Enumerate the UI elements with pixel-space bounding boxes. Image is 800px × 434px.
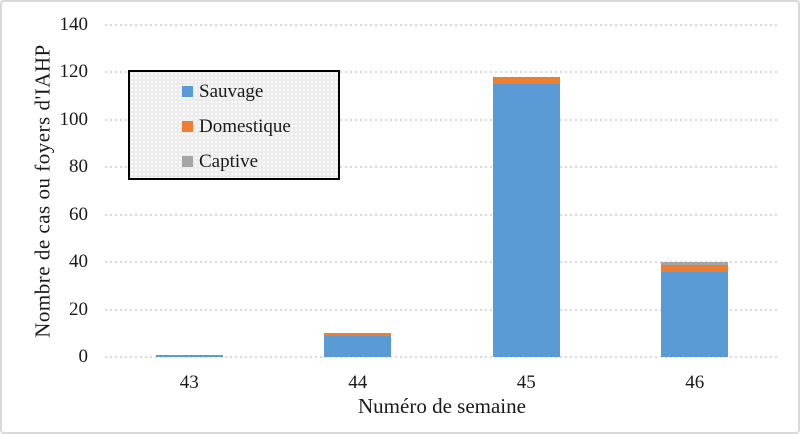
y-tick-label-20: 20 xyxy=(69,298,88,320)
legend-item-sauvage: Sauvage xyxy=(182,80,338,103)
bar-segment-sauvage-week-46 xyxy=(661,271,729,357)
bar-segment-sauvage-week-44 xyxy=(324,335,392,357)
gridline-0 xyxy=(105,356,779,358)
x-tick-label-46: 46 xyxy=(685,372,705,393)
x-tick-label-43: 43 xyxy=(179,372,199,393)
gridline-120 xyxy=(105,71,779,74)
x-tick-label-45: 45 xyxy=(516,372,536,393)
legend-label-domestique: Domestique xyxy=(199,116,291,137)
y-axis-title: Nombre de cas ou foyers d'IAHP xyxy=(30,44,55,338)
gridline-100 xyxy=(105,118,779,121)
legend: Sauvage Domestique Captive xyxy=(128,70,340,180)
bar-segment-domestique-week-44 xyxy=(324,333,392,336)
y-tick-label-140: 140 xyxy=(59,14,89,35)
legend-item-captive: Captive xyxy=(182,150,338,173)
gridline-20 xyxy=(105,308,779,311)
x-axis-title: Numéro de semaine xyxy=(358,394,526,418)
y-tick-label-60: 60 xyxy=(69,203,88,225)
x-tick-label-44: 44 xyxy=(348,372,368,393)
y-tick-label-80: 80 xyxy=(69,156,88,178)
bar-segment-captive-week-46 xyxy=(661,262,729,265)
plot-area xyxy=(105,24,779,358)
y-tick-label-0: 0 xyxy=(78,346,89,367)
bar-segment-sauvage-week-45 xyxy=(492,84,560,357)
legend-swatch-domestique xyxy=(182,121,193,132)
legend-swatch-sauvage xyxy=(182,86,193,97)
y-tick-label-40: 40 xyxy=(69,251,88,273)
y-tick-label-100: 100 xyxy=(59,108,89,130)
legend-label-sauvage: Sauvage xyxy=(199,81,264,102)
bar-segment-domestique-week-45 xyxy=(492,77,560,85)
gridline-80 xyxy=(105,166,779,169)
y-tick-label-120: 120 xyxy=(59,61,89,83)
gridline-40 xyxy=(105,261,779,264)
gridline-60 xyxy=(105,213,779,216)
legend-label-captive: Captive xyxy=(199,151,259,172)
legend-swatch-captive xyxy=(182,156,193,167)
bar-segment-sauvage-week-43 xyxy=(155,354,223,357)
gridline-140 xyxy=(105,24,779,26)
legend-item-domestique: Domestique xyxy=(182,115,338,138)
bar-segment-domestique-week-46 xyxy=(661,264,729,272)
